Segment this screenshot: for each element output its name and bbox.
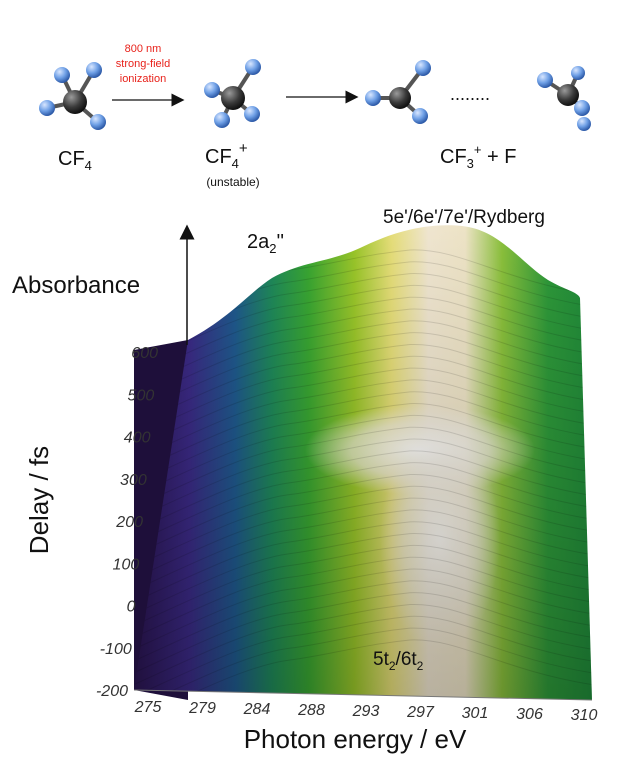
surface-plot: 275 279 284 288 293 297 301 306 310 -200 -100 0 100… — [12, 207, 598, 754]
x-tick-label: 306 — [516, 706, 543, 723]
annotation-5t2: 5t2/6t2 — [373, 649, 424, 673]
x-ticks: 275 279 284 288 293 297 301 306 310 — [134, 699, 598, 724]
y-tick-label: 300 — [120, 472, 147, 489]
y-tick-label: -200 — [96, 683, 128, 700]
y-tick-label: 200 — [115, 514, 143, 531]
unstable-note: (unstable) — [206, 175, 259, 189]
surface-body — [134, 225, 592, 701]
cf3-molecule-2 — [537, 66, 591, 131]
x-tick-label: 275 — [134, 699, 162, 716]
x-tick-label: 288 — [297, 702, 325, 719]
cf4-label: CF4 — [58, 148, 92, 173]
x-tick-label: 279 — [188, 700, 216, 717]
y-tick-label: 400 — [124, 430, 151, 447]
x-tick-label: 297 — [406, 704, 435, 721]
cf4-ion-molecule — [204, 59, 261, 128]
x-tick-label: 293 — [352, 703, 380, 720]
laser-label-line3: ionization — [120, 73, 166, 85]
y-tick-label: -100 — [100, 641, 132, 658]
cf3-molecule-1 — [365, 60, 431, 124]
x-tick-label: 301 — [462, 705, 489, 722]
cf3-ion-label: CF3+ + F — [440, 142, 517, 171]
annotation-2a2: 2a2'' — [247, 231, 284, 256]
z-axis-title: Absorbance — [12, 272, 140, 299]
x-axis-title: Photon energy / eV — [244, 724, 467, 754]
y-axis-title: Delay / fs — [24, 446, 54, 554]
laser-label-line2: strong-field — [116, 58, 170, 70]
y-tick-label: 600 — [131, 345, 158, 362]
ellipsis-dots: ........ — [450, 84, 490, 104]
y-ticks: -200 -100 0 100 200 300 400 500 600 — [96, 345, 158, 700]
x-tick-label: 310 — [571, 707, 598, 724]
laser-label-line1: 800 nm — [125, 43, 162, 55]
y-tick-label: 0 — [127, 599, 136, 616]
x-tick-label: 284 — [243, 701, 271, 718]
y-tick-label: 100 — [113, 556, 140, 573]
x-axis-line — [133, 689, 593, 701]
cf4-molecule — [39, 62, 106, 130]
cf4-ion-label: CF4+ — [205, 140, 248, 171]
reaction-scheme: CF4 800 nm strong-field ionization CF4+ … — [39, 43, 591, 189]
annotation-rydberg: 5e'/6e'/7e'/Rydberg — [383, 207, 545, 228]
y-tick-label: 500 — [128, 387, 155, 404]
